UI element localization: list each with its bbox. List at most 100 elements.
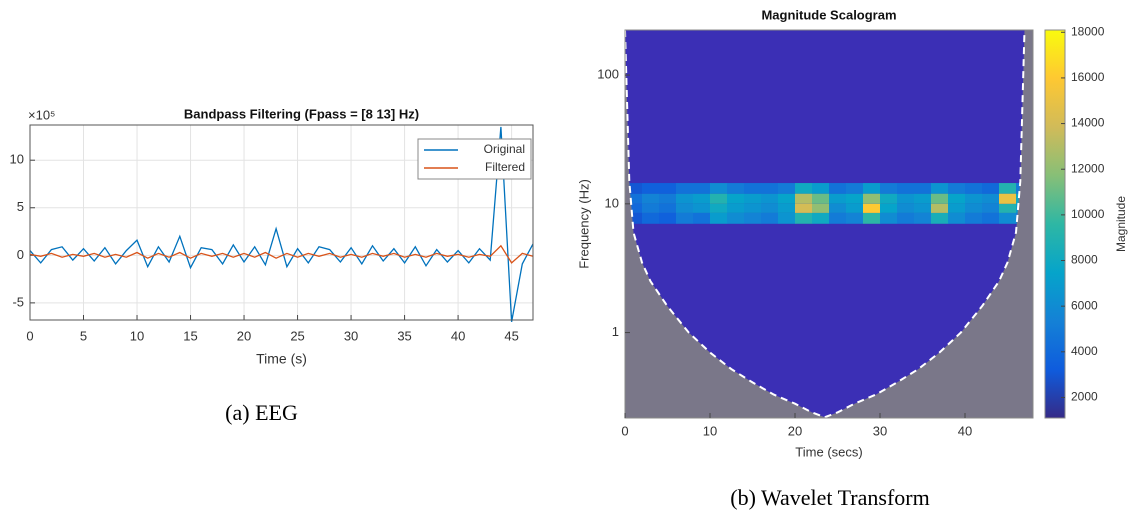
heatmap-cell [999,183,1017,194]
heatmap-cell [863,212,881,224]
heatmap-cell [727,203,745,213]
heatmap-cell [999,212,1017,224]
x-tick-label: 25 [290,328,304,343]
heatmap-cell [812,193,830,204]
heatmap-cell [727,193,745,204]
colorbar-tick-label: 4000 [1071,344,1098,358]
x-tick-label: 45 [504,328,518,343]
heatmap-cell [897,203,915,213]
heatmap-cell [642,203,660,213]
heatmap-cell [778,212,796,224]
x-tick-label: 0 [621,423,628,438]
heatmap-cell [727,212,745,224]
colorbar-label: Magnitude [1114,196,1128,252]
y-tick-label: 1 [612,324,619,339]
heatmap-cell [693,193,711,204]
heatmap-cell [999,203,1017,213]
heatmap-cell [965,183,983,194]
heatmap-cell [829,193,847,204]
legend-label: Original [484,142,525,156]
heatmap-cell [693,203,711,213]
y-axis-label: Frequency (Hz) [576,179,591,269]
colorbar-tick-label: 16000 [1071,70,1105,84]
heatmap-cell [931,183,949,194]
heatmap-cell [659,212,677,224]
heatmap-cell [965,193,983,204]
heatmap-cell [880,212,898,224]
heatmap-cell [846,193,864,204]
y-tick-label: 100 [597,67,619,82]
plot-group [625,30,1033,418]
heatmap-cell [625,203,643,213]
heatmap-cell [829,203,847,213]
y-tick-label: 10 [605,195,619,210]
heatmap-cell [965,203,983,213]
heatmap-cell [795,212,813,224]
colorbar [1044,29,1066,419]
heatmap-cell [625,183,643,194]
heatmap-cell [727,183,745,194]
heatmap-cell [676,203,694,213]
x-tick-label: 35 [397,328,411,343]
heatmap-cell [710,193,728,204]
heatmap-cell [914,183,932,194]
x-tick-label: 40 [451,328,465,343]
colorbar-tick-label: 8000 [1071,253,1098,267]
x-tick-label: 20 [788,423,802,438]
heatmap-cell [693,183,711,194]
heatmap-cell [795,193,813,204]
heatmap-cell [880,183,898,194]
heatmap-cell [982,193,1000,204]
heatmap-cell [744,193,762,204]
y-tick-label: 0 [17,247,24,262]
heatmap-cell [931,212,949,224]
heatmap-cell [863,203,881,213]
heatmap-cell [897,212,915,224]
heatmap-cell [642,183,660,194]
heatmap-cell [948,193,966,204]
heatmap-cell [982,183,1000,194]
heatmap-cell [761,203,779,213]
caption: (a) EEG [225,400,298,425]
colorbar-tick-label: 12000 [1071,161,1105,175]
heatmap-cell [659,183,677,194]
x-tick-label: 20 [237,328,251,343]
heatmap-cell [659,203,677,213]
heatmap-cell [795,203,813,213]
heatmap-cell [795,183,813,194]
heatmap-cell [999,193,1017,204]
x-axis-label: Time (secs) [795,444,862,459]
x-tick-label: 10 [130,328,144,343]
heatmap-cell [846,183,864,194]
coi-line [625,30,1026,418]
series-line [29,126,534,323]
heatmap-cell [914,212,932,224]
heatmap-cell [863,193,881,204]
heatmap-cell [846,203,864,213]
heatmap-cell [982,212,1000,224]
colorbar-tick-label: 10000 [1071,207,1105,221]
legend-label: Filtered [485,160,525,174]
heatmap-cell [710,203,728,213]
heatmap-cell [829,212,847,224]
heatmap-cell [642,193,660,204]
heatmap-cell [625,212,643,224]
heatmap-cell [778,183,796,194]
heatmap-cell [914,193,932,204]
x-tick-label: 40 [958,423,972,438]
x-tick-label: 5 [80,328,87,343]
heatmap-cell [897,193,915,204]
heatmap-cell [744,183,762,194]
y-tick-label: 10 [10,152,24,167]
x-tick-label: 10 [703,423,717,438]
heatmap-cell [846,212,864,224]
heatmap-cell [965,212,983,224]
heatmap-cell [914,203,932,213]
heatmap-cell [863,183,881,194]
series-line [29,244,534,264]
heatmap-cell [744,203,762,213]
caption: (b) Wavelet Transform [730,485,929,510]
y-tick-label: -5 [12,294,24,309]
